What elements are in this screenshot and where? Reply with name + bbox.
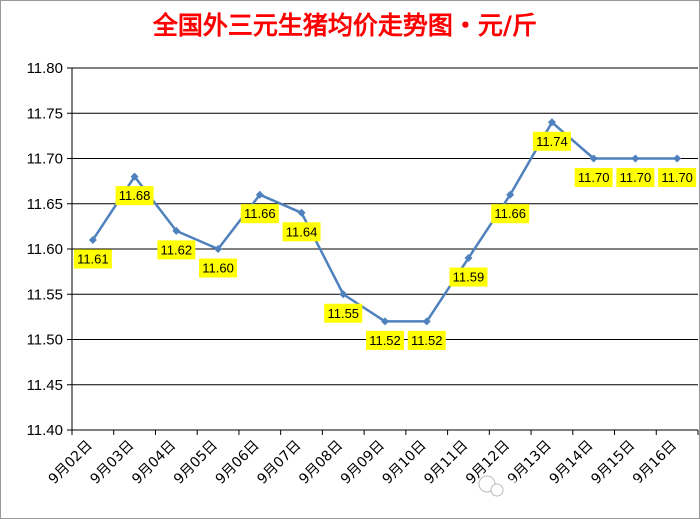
axis-layer: 11.40 11.45 11.50 11.55 11.60 11.65 11.70 11.75… [27, 60, 699, 488]
data-label: 11.74 [532, 131, 571, 151]
data-label-box [449, 267, 488, 287]
data-label-text: 11.55 [327, 306, 359, 321]
data-label: 11.70 [616, 168, 655, 187]
data-label-box [73, 249, 112, 269]
data-label-box [157, 240, 196, 260]
data-point [631, 154, 640, 163]
data-label-text: 11.70 [661, 170, 693, 185]
data-label-box [658, 168, 697, 187]
data-point [130, 172, 139, 181]
data-label-text: 11.61 [77, 251, 109, 266]
x-tick-label: 9月03日 [87, 438, 137, 488]
data-label-text: 11.74 [536, 134, 568, 149]
watermark-text: 微信号: shengzhuhuage [507, 477, 681, 495]
data-label: 11.60 [199, 258, 238, 278]
data-point [214, 245, 223, 253]
data-label: 11.61 [73, 249, 112, 269]
data-label-box [324, 303, 363, 323]
data-point [422, 317, 431, 326]
y-tick-label: 11.65 [27, 196, 63, 213]
y-tick-label: 11.50 [27, 332, 63, 349]
y-tick-label: 11.70 [27, 151, 63, 168]
x-tick-label: 9月04日 [129, 438, 179, 488]
data-label-text: 11.66 [494, 206, 526, 221]
data-label-text: 11.70 [578, 170, 610, 185]
data-point [172, 226, 181, 235]
data-point [464, 254, 473, 263]
y-tick-label: 11.55 [27, 286, 63, 303]
data-label: 11.64 [282, 222, 321, 242]
series-layer [88, 118, 682, 326]
data-label: 11.59 [449, 267, 488, 287]
x-tick-label: 9月06日 [213, 438, 263, 488]
data-label-box [491, 204, 530, 224]
data-label-text: 11.70 [620, 170, 652, 185]
data-label-text: 11.64 [286, 224, 318, 239]
data-label-text: 11.52 [411, 333, 443, 348]
data-label: 11.52 [366, 330, 404, 350]
data-label-box [616, 168, 655, 187]
data-point [547, 118, 556, 127]
data-label-box [282, 222, 321, 242]
watermark: 微信号: shengzhuhuage [478, 475, 681, 497]
chart-title: 全国外三元生猪均价走势图・元/斤 [152, 11, 537, 40]
data-label-box [366, 330, 404, 350]
data-label-box [115, 186, 154, 206]
data-point [673, 154, 682, 163]
data-label-box [199, 258, 238, 278]
data-point [381, 317, 389, 326]
data-label-text: 11.59 [453, 270, 485, 285]
data-label: 11.55 [324, 303, 363, 323]
data-point [339, 290, 348, 299]
data-label: 11.66 [240, 204, 279, 224]
data-label-text: 11.60 [202, 261, 234, 276]
data-point [297, 208, 306, 217]
data-label-text: 11.68 [119, 188, 151, 203]
x-tick-label: 9月02日 [46, 438, 96, 488]
x-tick-label: 9月11日 [421, 438, 471, 488]
data-label: 11.62 [157, 240, 196, 260]
data-label: 11.52 [407, 330, 446, 350]
data-point [255, 190, 264, 199]
data-label: 11.66 [491, 204, 530, 224]
y-tick-label: 11.40 [27, 422, 63, 439]
data-point [589, 154, 598, 163]
wechat-icon [478, 475, 504, 497]
data-label-text: 11.62 [161, 242, 193, 257]
data-label-box [532, 131, 571, 151]
series-line [91, 121, 678, 323]
x-tick-label: 9月10日 [380, 438, 430, 488]
data-label-box [407, 330, 446, 350]
y-tick-label: 11.60 [27, 241, 63, 258]
label-layer: 11.61 11.68 11.62 11.60 11.66 11.64 11.55 11.52… [73, 131, 697, 350]
data-point [506, 190, 515, 199]
y-tick-label: 11.45 [27, 377, 63, 394]
x-tick-label: 9月05日 [171, 438, 221, 488]
data-label: 11.70 [658, 168, 697, 187]
data-label-text: 11.66 [244, 206, 276, 221]
y-tick-label: 11.75 [27, 105, 63, 122]
data-label: 11.68 [115, 186, 154, 206]
data-label-box [574, 168, 613, 187]
data-label: 11.70 [574, 168, 613, 187]
x-tick-label: 9月08日 [296, 438, 346, 488]
data-label-box [240, 204, 279, 224]
data-label-text: 11.52 [369, 333, 401, 348]
x-tick-label: 9月09日 [338, 438, 388, 488]
x-tick-label: 9月07日 [254, 438, 304, 488]
y-tick-label: 11.80 [27, 60, 63, 77]
data-point [88, 235, 97, 244]
